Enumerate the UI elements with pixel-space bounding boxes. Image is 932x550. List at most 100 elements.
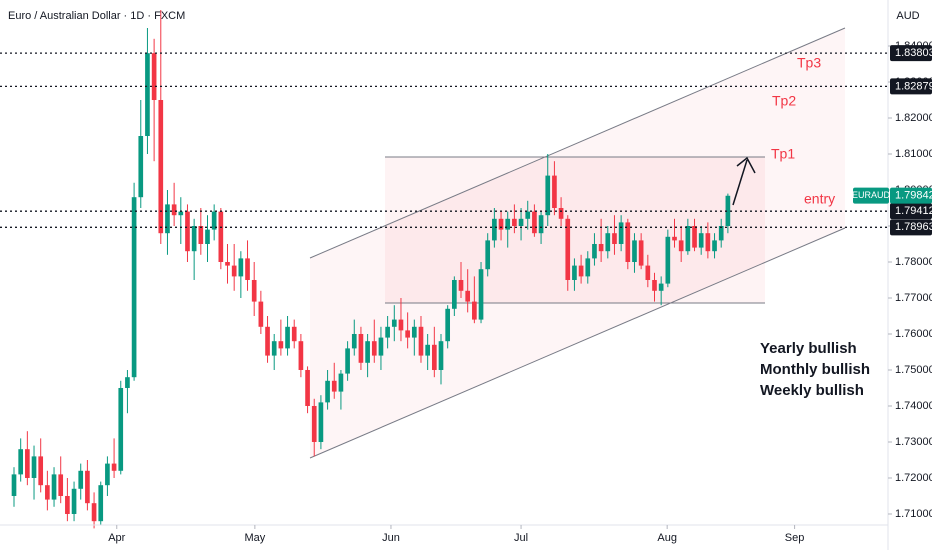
candle-body: [445, 308, 451, 342]
candle-body: [645, 265, 651, 280]
note: Monthly bullish: [760, 361, 870, 378]
candle-body: [431, 344, 437, 370]
level-badge: [890, 78, 932, 95]
candle-body: [158, 100, 164, 234]
candle-body: [585, 258, 591, 277]
y-tick-label: 1.74000: [895, 400, 932, 412]
candle-body: [572, 265, 577, 280]
marks: [0, 10, 888, 529]
candle-body: [305, 369, 310, 406]
candle-body: [11, 474, 17, 496]
candle-body: [605, 233, 611, 252]
candle-body: [632, 240, 637, 262]
candle-body: [191, 225, 197, 252]
candle-body: [532, 211, 537, 234]
candle-body: [298, 341, 304, 370]
last-symbol: EURAUD: [852, 190, 891, 200]
candle-body: [151, 53, 157, 101]
y-tick-label: 1.78000: [895, 256, 932, 268]
level-label: 1.79412: [895, 205, 932, 217]
candle-body: [685, 225, 691, 252]
note: Weekly bullish: [760, 382, 864, 399]
candle-body: [658, 283, 664, 291]
candle-body: [245, 258, 250, 280]
candle-body: [65, 495, 70, 514]
annotation: Tp1: [771, 146, 795, 162]
candle-body: [365, 341, 370, 363]
candle-body: [398, 319, 404, 331]
level-badge: [890, 203, 932, 220]
level-label: 1.83803: [895, 47, 932, 59]
candle-body: [485, 240, 491, 270]
candle-body: [625, 222, 631, 262]
candle-body: [411, 326, 417, 338]
candle-body: [331, 380, 337, 392]
candle-body: [211, 211, 217, 230]
candle-body: [718, 225, 724, 241]
candle-body: [458, 279, 464, 291]
candle-body: [565, 218, 571, 280]
last-price: 1.79842: [895, 190, 932, 202]
y-tick-label: 1.77000: [895, 292, 932, 304]
candle-body: [258, 301, 264, 327]
candle-body: [51, 474, 57, 500]
candle-body: [125, 377, 130, 388]
candle-body: [25, 449, 30, 478]
candle-body: [71, 488, 77, 514]
candle-body: [405, 330, 410, 338]
x-tick-label: Apr: [108, 532, 125, 544]
currency: AUD: [896, 10, 919, 22]
candle-body: [678, 240, 684, 252]
candle-body: [131, 197, 137, 378]
candle-body: [225, 261, 230, 266]
candle-body: [318, 402, 324, 442]
annotation: Tp2: [772, 93, 796, 109]
candle-body: [672, 236, 677, 241]
candle-body: [425, 344, 430, 356]
candle-body: [105, 463, 110, 486]
annotation: entry: [804, 191, 835, 207]
candle-body: [265, 326, 270, 356]
x-tick-label: May: [244, 532, 265, 544]
y-tick-label: 1.72000: [895, 472, 932, 484]
candle-body: [592, 243, 597, 259]
candle-body: [45, 485, 50, 500]
candle-body: [638, 240, 644, 266]
candle-body: [171, 204, 177, 216]
last-symbol-badge: [853, 187, 889, 204]
candle-body: [278, 341, 284, 349]
candle-body: [31, 456, 37, 478]
level-label: 1.78963: [895, 221, 932, 233]
y-tick-label: 1.82000: [895, 112, 932, 124]
candle-body: [465, 290, 471, 302]
note: Yearly bullish: [760, 340, 857, 357]
channel-bottom: [309, 227, 846, 459]
candle-body: [138, 136, 144, 198]
channel-top: [309, 27, 846, 259]
candle-body: [358, 333, 364, 363]
candle-body: [198, 225, 204, 244]
candle-body: [612, 233, 617, 244]
axis: 1.71000 1.72000 1.73000 1.74000 1.75000 1.760…: [108, 40, 932, 544]
level-badge: [890, 219, 932, 236]
candle-body: [91, 503, 97, 522]
candle-body: [505, 218, 511, 230]
candle-body: [218, 211, 224, 262]
candle-body: [498, 218, 504, 230]
candle-body: [618, 222, 624, 244]
candle-body: [118, 387, 124, 471]
last-price-badge: [890, 187, 932, 204]
channel-fill: [310, 28, 845, 458]
candle-body: [391, 319, 397, 327]
candle-body: [725, 195, 731, 226]
level-badge: [890, 45, 932, 62]
candle-body: [178, 211, 184, 216]
y-tick-label: 1.76000: [895, 328, 932, 340]
candle-body: [378, 337, 384, 356]
candle-body: [512, 218, 517, 226]
y-tick-label: 1.75000: [895, 364, 932, 376]
candle-body: [385, 326, 390, 338]
x-tick-label: Jul: [514, 532, 528, 544]
candle-body: [165, 204, 170, 234]
candle-body: [58, 474, 64, 496]
